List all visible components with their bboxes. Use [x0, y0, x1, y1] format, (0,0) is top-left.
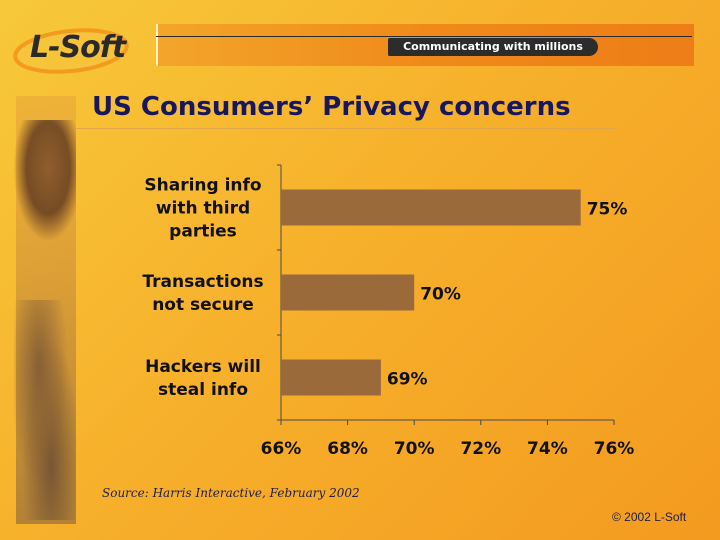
- value-label: 69%: [387, 370, 428, 390]
- photo-woman-phone: [14, 120, 76, 240]
- copyright: © 2002 L-Soft: [612, 510, 687, 524]
- category-label: Hackers will steal info: [145, 357, 261, 400]
- x-tick-label: 74%: [527, 439, 568, 459]
- x-tick-label: 66%: [261, 439, 302, 459]
- bar-1: [281, 189, 581, 226]
- value-label: 70%: [420, 285, 461, 305]
- bar-2: [281, 274, 415, 311]
- category-label: Transactions not secure: [142, 272, 263, 315]
- logo-text: L-Soft: [30, 30, 126, 65]
- source-note: Source: Harris Interactive, February 200…: [102, 486, 360, 500]
- value-label: 75%: [587, 200, 628, 220]
- x-tick-label: 76%: [594, 439, 635, 459]
- x-tick-label: 72%: [460, 439, 501, 459]
- bar-3: [281, 359, 381, 396]
- title-underline: [76, 128, 616, 129]
- photo-people: [14, 300, 76, 520]
- tagline: Communicating with millions: [388, 38, 598, 56]
- x-tick-label: 70%: [394, 439, 435, 459]
- header-line: [156, 36, 692, 37]
- category-label: Sharing info with third parties: [144, 176, 261, 242]
- page-title: US Consumers’ Privacy concerns: [92, 92, 571, 122]
- x-tick-label: 68%: [327, 439, 368, 459]
- logo-swoosh: [13, 28, 129, 74]
